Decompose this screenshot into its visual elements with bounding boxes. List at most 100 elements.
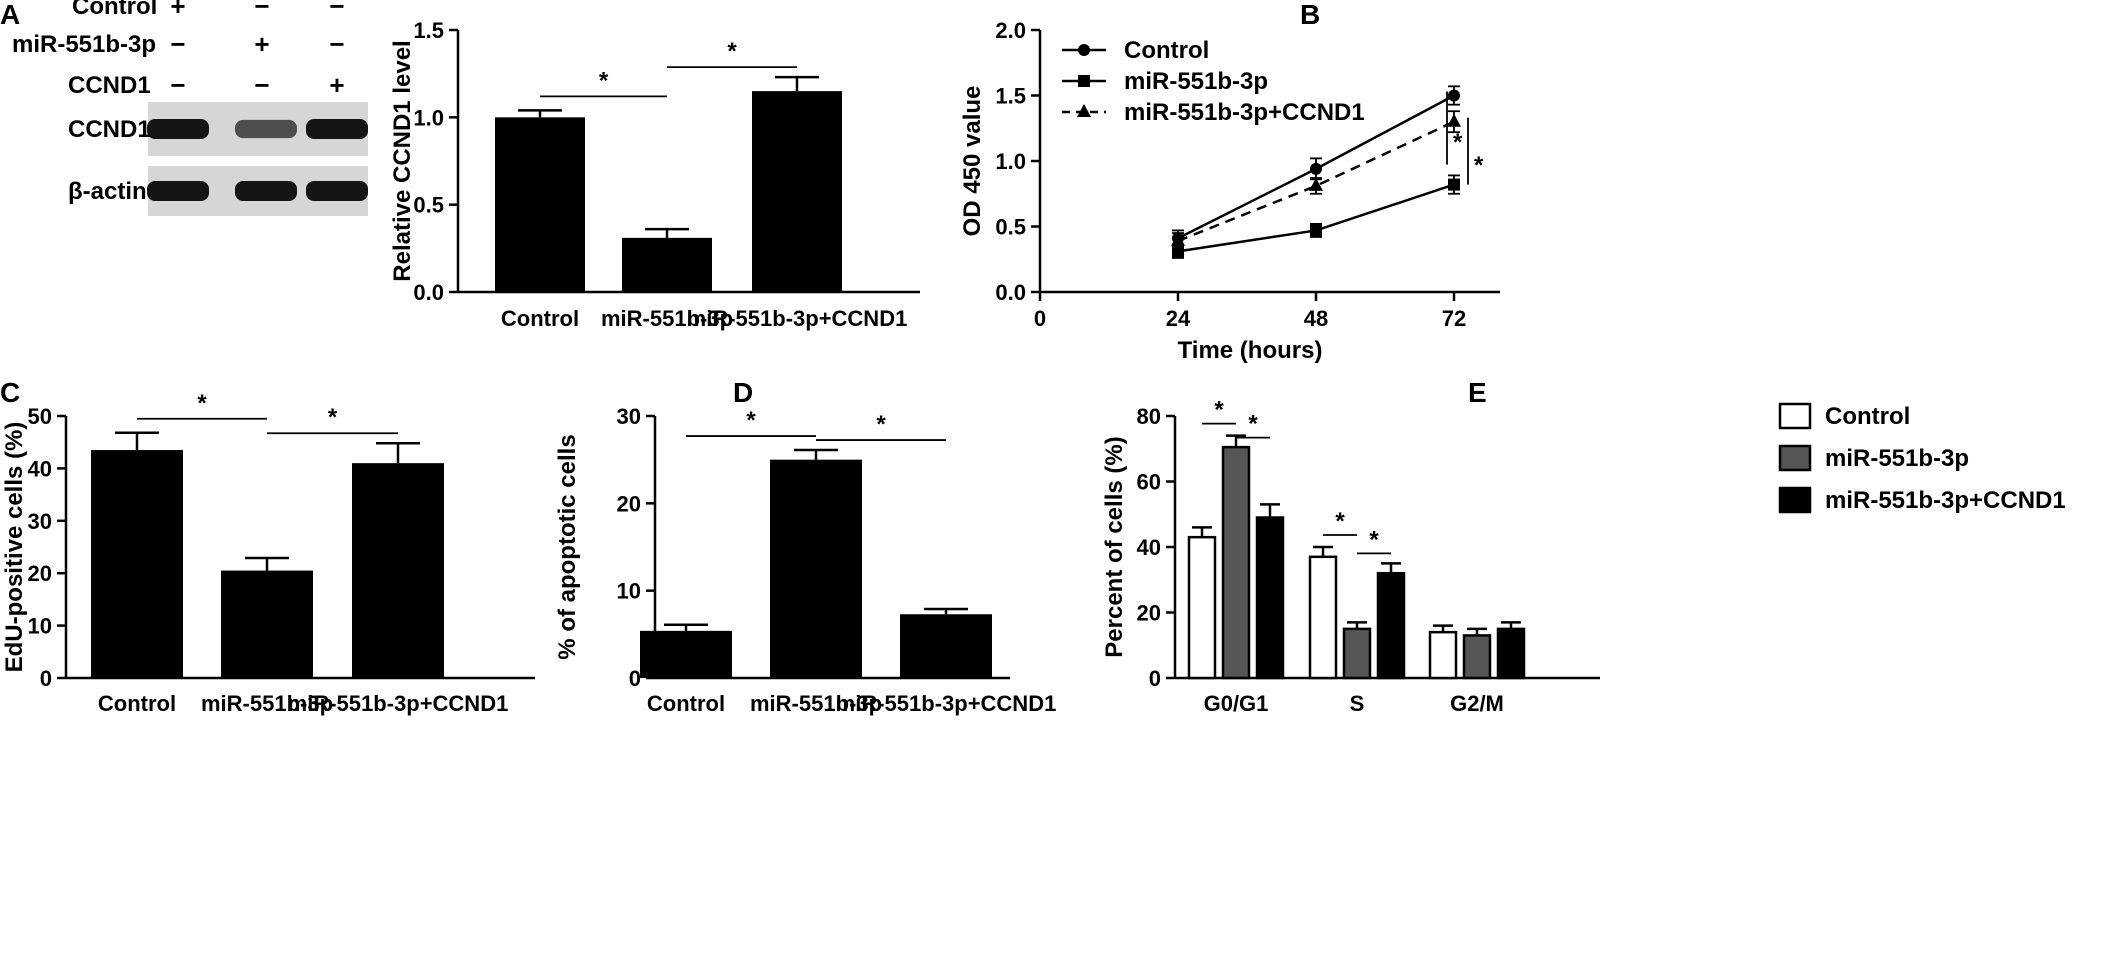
chart-e-x-tick-label: S <box>1350 691 1365 716</box>
chart-d-y-tick-label: 20 <box>617 491 641 516</box>
chart-c-y-axis-title: EdU-positive cells (%) <box>1 422 28 673</box>
chart-b-y-tick-label: 0.5 <box>995 215 1026 240</box>
chart-b-y-tick-label: 2.0 <box>995 18 1026 43</box>
chart-b-series-mir-551b-3p-ccnd1-point <box>1171 232 1185 246</box>
chart-a-x-tick-label: miR-551b-3p <box>601 306 733 331</box>
chart-e-x-tick-label: G0/G1 <box>1204 691 1269 716</box>
chart-b-x-tick-label: 24 <box>1166 306 1191 331</box>
chart-a-significance-star: * <box>599 67 609 94</box>
chart-d-y-tick-label: 0 <box>629 666 641 691</box>
panel-label-c: C <box>0 377 20 408</box>
chart-b-x-axis-title: Time (hours) <box>1178 337 1323 364</box>
western-blot: Control + − −miR-551b-3p − + −CCND1− − +CCND1β-a… <box>12 0 368 216</box>
chart-a-bar-control <box>495 117 585 292</box>
chart-b-x-tick-label: 0 <box>1034 306 1046 331</box>
blot-strip-label-ccnd1: CCND1 <box>68 116 151 143</box>
chart-e-legend-swatch <box>1778 402 1812 430</box>
chart-a-y-tick-label: 1.5 <box>413 18 444 43</box>
chart-b-y-axis-title: OD 450 value <box>959 86 986 237</box>
blot-condition-sign: − <box>329 0 344 21</box>
chart-d-x-tick-label: miR-551b-3p+CCND1 <box>836 691 1057 716</box>
chart-a-significance-star: * <box>727 38 737 65</box>
chart-b-legend-marker <box>1078 44 1090 56</box>
chart-b-series-mir-551b-3p-ccnd1-point <box>1309 177 1323 191</box>
chart-e-cell-cycle: 0 20 40 60 80 Percent of cells (%) G0/G1 S G2/M *… <box>1101 397 2066 716</box>
chart-b-significance-star: * <box>1453 129 1463 156</box>
chart-a-y-tick-label: 0.5 <box>413 193 444 218</box>
chart-d-bar-control <box>640 630 732 678</box>
chart-e-y-tick-label: 20 <box>1137 601 1161 626</box>
panel-label-e: E <box>1468 377 1487 408</box>
blot-condition-label-control: Control <box>72 0 157 20</box>
chart-c-x-tick-label: miR-551b-3p <box>201 691 333 716</box>
chart-e-y-tick-label: 80 <box>1137 404 1161 429</box>
chart-e-legend-label-mir-551b-3p: miR-551b-3p <box>1825 445 1969 472</box>
blot-band <box>306 181 368 201</box>
chart-c-y-tick-label: 50 <box>28 404 52 429</box>
panel-label-a: A <box>0 0 20 30</box>
chart-b-legend-marker <box>1077 104 1091 117</box>
chart-a-x-tick-label: Control <box>501 306 579 331</box>
blot-condition-label-mir-551b-3p: miR-551b-3p <box>12 31 156 58</box>
chart-c-y-tick-label: 10 <box>28 614 52 639</box>
chart-b-legend-marker <box>1078 75 1090 87</box>
chart-a-y-axis-title: Relative CCND1 level <box>389 40 416 281</box>
chart-b-y-tick-label: 1.0 <box>995 149 1026 174</box>
chart-e-bar-mir-551b-3p-ccnd1 <box>1255 516 1285 680</box>
chart-b-series-mir-551b-3p-point <box>1448 178 1460 191</box>
chart-d-bar-mir-551b-3p <box>770 459 862 678</box>
chart-e-bar-mir-551b-3p-ccnd1 <box>1496 627 1526 680</box>
blot-band <box>147 181 209 201</box>
chart-e-significance-star: * <box>1335 508 1345 535</box>
chart-e-bar-mir-551b-3p-ccnd1 <box>1376 571 1406 680</box>
blot-band <box>235 119 297 139</box>
chart-e-y-tick-label: 0 <box>1149 666 1161 691</box>
chart-b-series-mir-551b-3p-ccnd1-point <box>1447 113 1461 127</box>
blot-band <box>147 119 209 139</box>
chart-e-bar-mir-551b-3p <box>1221 445 1251 680</box>
blot-condition-sign: + <box>170 0 185 21</box>
chart-e-legend-label-mir-551b-3p-ccnd1: miR-551b-3p+CCND1 <box>1825 487 2066 514</box>
panel-label-b: B <box>1300 0 1320 30</box>
chart-b-od450-growth: 0.0 0.5 1.0 1.5 2.0 OD 450 value 0 24 48 72 Time (… <box>959 18 1500 364</box>
chart-e-y-tick-label: 60 <box>1137 470 1161 495</box>
chart-d-x-tick-label: Control <box>647 691 725 716</box>
blot-band <box>306 119 368 139</box>
chart-b-series-mir-551b-3p-point <box>1310 224 1322 237</box>
chart-d-y-tick-label: 10 <box>617 579 641 604</box>
chart-c-y-tick-label: 40 <box>28 456 52 481</box>
chart-e-significance-star: * <box>1214 397 1224 424</box>
chart-b-legend-label-control: Control <box>1124 37 1209 64</box>
blot-condition-sign: − <box>170 70 185 100</box>
chart-d-significance-star: * <box>876 411 886 438</box>
chart-e-bar-control <box>1308 555 1338 680</box>
chart-e-significance-star: * <box>1369 526 1379 553</box>
chart-c-bar-control <box>91 450 183 678</box>
blot-condition-sign: + <box>254 29 269 59</box>
blot-condition-sign: + <box>329 70 344 100</box>
panel-label-d: D <box>733 377 753 408</box>
chart-b-series-control-point <box>1448 89 1460 102</box>
chart-e-legend-label-control: Control <box>1825 403 1910 430</box>
blot-band <box>235 181 297 201</box>
chart-d-x-tick-label: miR-551b-3p <box>750 691 882 716</box>
chart-a-y-tick-label: 1.0 <box>413 105 444 130</box>
chart-b-significance-star: * <box>1474 152 1484 179</box>
chart-c-y-tick-label: 20 <box>28 561 52 586</box>
chart-d-significance-star: * <box>746 407 756 434</box>
chart-e-bar-mir-551b-3p <box>1462 634 1492 680</box>
chart-b-x-tick-label: 48 <box>1304 306 1328 331</box>
chart-a-bar-mir-551b-3p <box>622 237 712 292</box>
chart-d-bar-mir-551b-3p-ccnd1 <box>900 614 992 678</box>
chart-c-y-tick-label: 30 <box>28 509 52 534</box>
chart-c-bar-mir-551b-3p-ccnd1 <box>352 463 444 678</box>
chart-d-y-tick-label: 30 <box>617 404 641 429</box>
chart-e-y-axis-title: Percent of cells (%) <box>1101 436 1128 657</box>
blot-condition-sign: − <box>254 70 269 100</box>
blot-condition-sign: − <box>254 0 269 21</box>
blot-condition-sign: − <box>170 29 185 59</box>
chart-c-significance-star: * <box>197 390 207 417</box>
chart-e-significance-star: * <box>1248 411 1258 438</box>
